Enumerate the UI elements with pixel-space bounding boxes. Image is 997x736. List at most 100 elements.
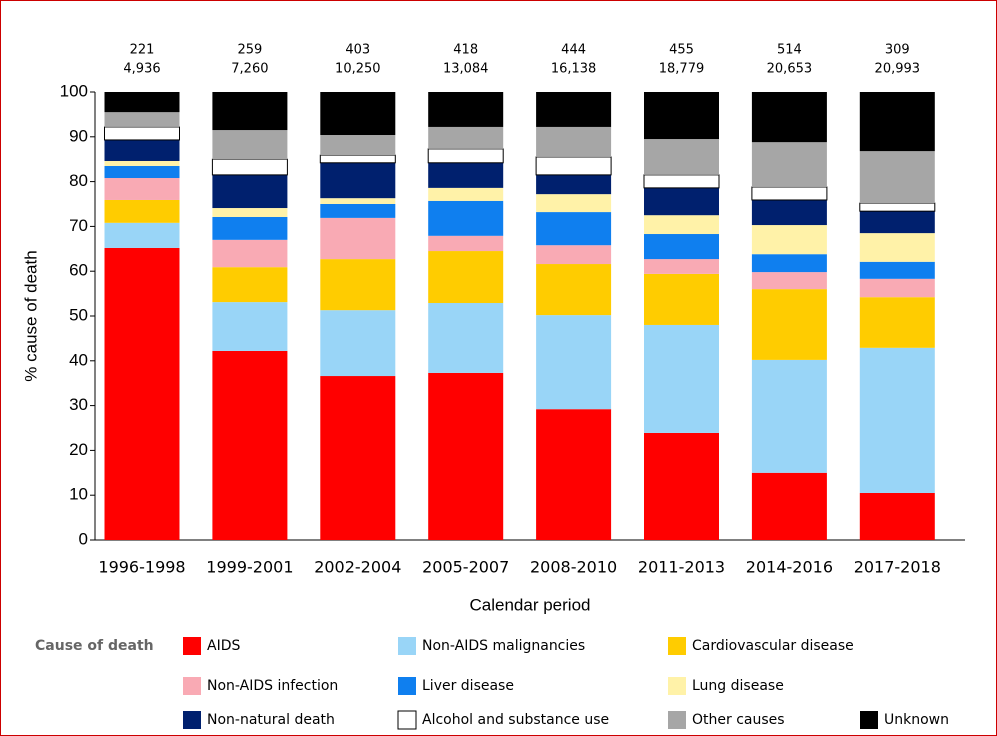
bar-segment bbox=[428, 187, 504, 201]
legend-swatch bbox=[397, 710, 417, 730]
legend-label: Other causes bbox=[692, 712, 785, 728]
bar-segment bbox=[536, 212, 612, 246]
y-tick-label: 40 bbox=[69, 350, 88, 369]
x-tick-label: 2011-2013 bbox=[638, 558, 725, 577]
bar-segment bbox=[859, 261, 935, 279]
bar-segment bbox=[104, 222, 180, 248]
bar-segment bbox=[212, 216, 288, 240]
bar-segment bbox=[751, 289, 827, 360]
y-tick-label: 80 bbox=[69, 171, 88, 190]
bar-segment bbox=[751, 186, 828, 201]
bar-segment bbox=[212, 267, 288, 303]
y-tick-label: 10 bbox=[69, 485, 88, 504]
bar-segment bbox=[104, 112, 180, 127]
bar-annotation: 20,653 bbox=[767, 62, 813, 77]
bar-segment bbox=[859, 278, 935, 298]
legend-swatch bbox=[668, 711, 686, 729]
y-tick-label: 70 bbox=[69, 216, 88, 235]
bar-segment bbox=[644, 139, 719, 175]
bar-segment bbox=[104, 178, 180, 200]
legend-swatch bbox=[398, 637, 416, 655]
y-tick-label: 30 bbox=[69, 395, 88, 414]
x-tick-label: 2005-2007 bbox=[422, 558, 509, 577]
legend-swatch bbox=[183, 711, 201, 729]
bar-segment bbox=[212, 92, 288, 131]
y-tick-label: 0 bbox=[79, 529, 88, 548]
bar-segment bbox=[859, 202, 936, 212]
legend-label: Non-AIDS infection bbox=[207, 678, 338, 694]
legend-swatch bbox=[183, 677, 201, 695]
bar-segment bbox=[751, 225, 827, 255]
bar-annotation: 13,084 bbox=[443, 62, 489, 77]
y-tick-label: 50 bbox=[69, 305, 88, 324]
bar-segment bbox=[212, 350, 288, 540]
y-tick-label: 90 bbox=[69, 126, 88, 145]
bar-segment bbox=[536, 194, 612, 213]
y-tick-label: 100 bbox=[60, 81, 88, 100]
bar-segment bbox=[104, 126, 180, 141]
bar-segment bbox=[644, 234, 719, 260]
bar-segment bbox=[536, 174, 612, 195]
bar-segment bbox=[859, 297, 935, 348]
legend-label: Non-AIDS malignancies bbox=[422, 638, 585, 654]
legend-swatch bbox=[860, 711, 878, 729]
legend-swatch bbox=[183, 637, 201, 655]
bar-segment bbox=[428, 126, 504, 149]
bar-segment bbox=[751, 142, 827, 187]
bar-segment bbox=[104, 92, 180, 113]
bar-segment bbox=[644, 187, 719, 216]
bar-annotation: 444 bbox=[561, 43, 586, 58]
bar-segment bbox=[320, 376, 396, 540]
bar-segment bbox=[428, 251, 504, 304]
legend-label: Lung disease bbox=[692, 678, 784, 694]
x-tick-label: 1999-2001 bbox=[206, 558, 293, 577]
bar-segment bbox=[104, 199, 180, 223]
bar-segment bbox=[536, 126, 612, 157]
bar-segment bbox=[104, 247, 180, 541]
bar-segment bbox=[644, 92, 719, 140]
legend-swatch bbox=[668, 637, 686, 655]
legend-title: Cause of death bbox=[35, 638, 154, 654]
bar-annotation: 20,993 bbox=[875, 62, 921, 77]
x-axis-title: Calendar period bbox=[470, 595, 591, 614]
bar-segment bbox=[212, 174, 288, 209]
legend-label: Liver disease bbox=[422, 678, 514, 694]
legend-label: AIDS bbox=[207, 638, 240, 654]
bar-segment bbox=[320, 217, 396, 260]
bar-annotation: 18,779 bbox=[659, 62, 705, 77]
bar-segment bbox=[320, 198, 396, 204]
legend-label: Unknown bbox=[884, 712, 949, 728]
bar-segment bbox=[859, 92, 935, 152]
bar-segment bbox=[535, 156, 612, 176]
bar-segment bbox=[536, 92, 612, 127]
bar-segment bbox=[859, 233, 935, 262]
bar-segment bbox=[428, 235, 504, 252]
bar-segment bbox=[428, 162, 504, 188]
bar-segment bbox=[428, 303, 504, 373]
bar-segment bbox=[212, 130, 288, 160]
bar-segment bbox=[859, 492, 935, 540]
bar-segment bbox=[212, 302, 288, 351]
bar-annotation: 7,260 bbox=[231, 62, 268, 77]
bar-segment bbox=[211, 158, 288, 176]
bar-segment bbox=[320, 135, 396, 156]
bar-segment bbox=[644, 259, 719, 274]
bar-segment bbox=[104, 160, 180, 166]
bar-segment bbox=[751, 92, 827, 143]
bar-segment bbox=[751, 199, 827, 226]
bar-annotation: 309 bbox=[885, 43, 910, 58]
bar-segment bbox=[427, 148, 504, 164]
legend-swatch bbox=[398, 677, 416, 695]
legend-swatch bbox=[668, 677, 686, 695]
bar-annotation: 10,250 bbox=[335, 62, 381, 77]
x-tick-label: 2014-2016 bbox=[746, 558, 833, 577]
bar-segment bbox=[319, 154, 396, 164]
x-tick-label: 1996-1998 bbox=[98, 558, 185, 577]
bar-segment bbox=[643, 174, 720, 189]
x-tick-label: 2008-2010 bbox=[530, 558, 617, 577]
bar-segment bbox=[751, 272, 827, 290]
legend-label: Non-natural death bbox=[207, 712, 335, 728]
bar-segment bbox=[536, 264, 612, 316]
bar-segment bbox=[428, 200, 504, 236]
